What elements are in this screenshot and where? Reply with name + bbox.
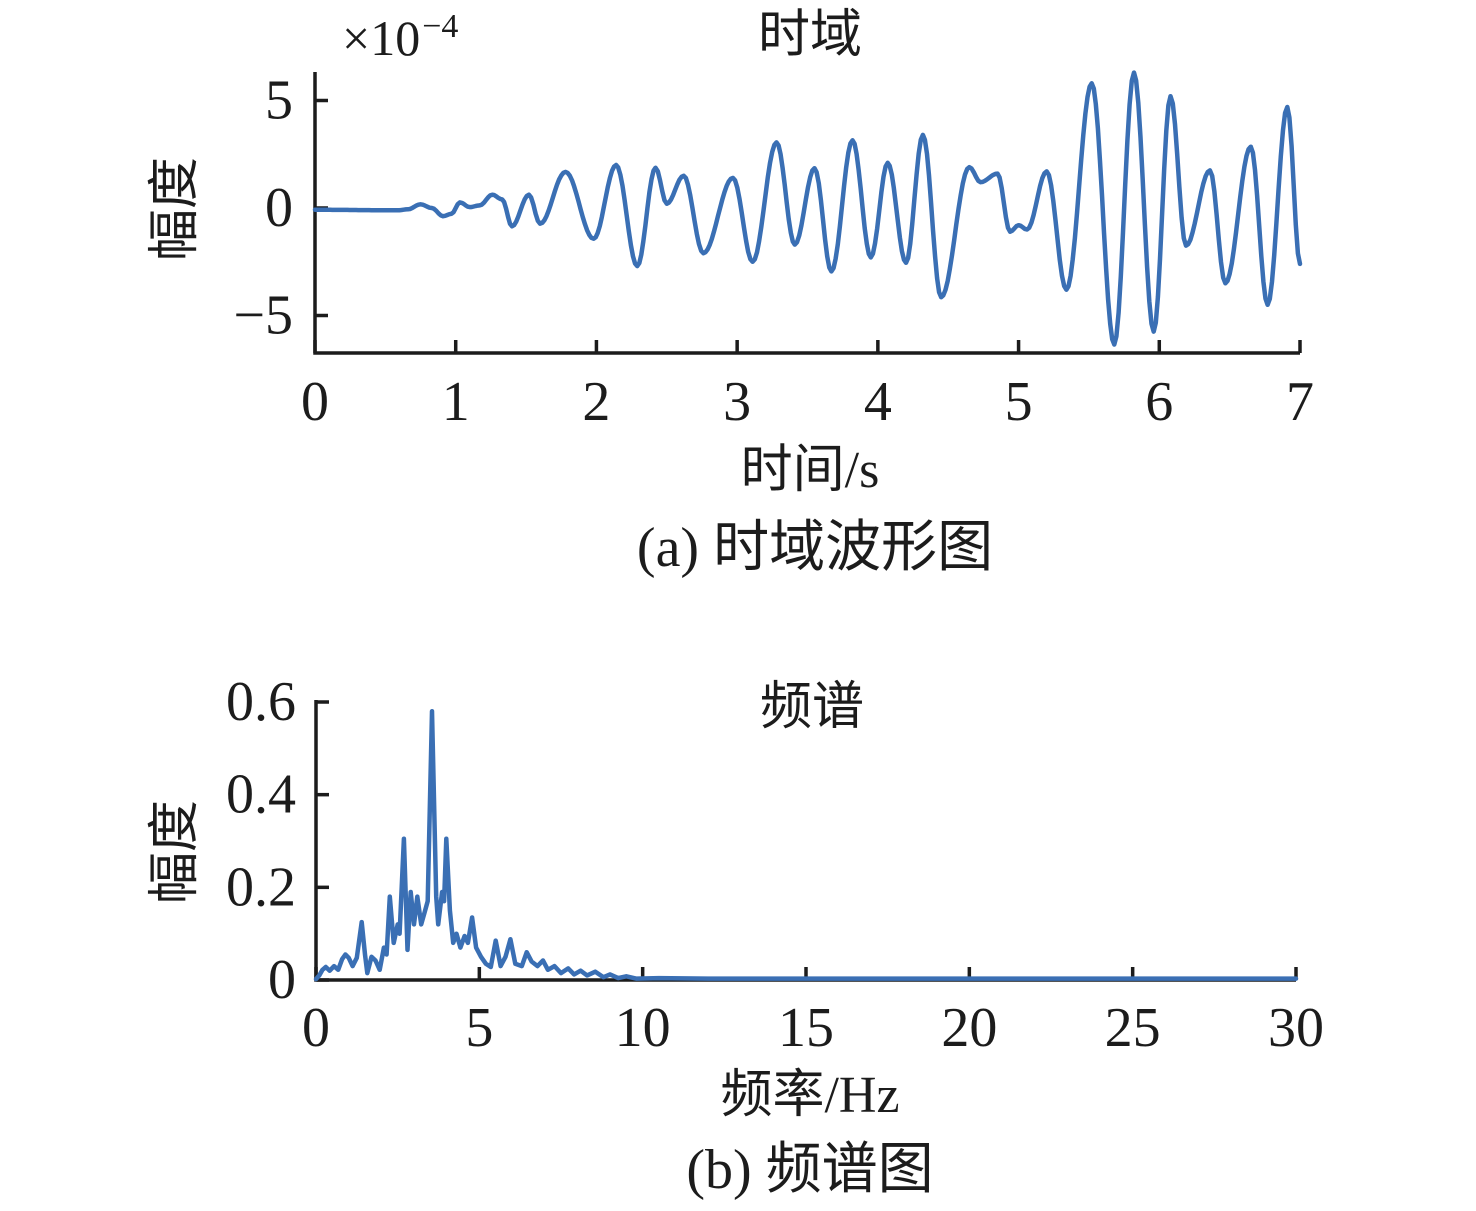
- x-tick-label: 5: [465, 997, 493, 1059]
- spectrum-chart: 0 5 10 15 20 25 30 0.6 0.4 0.2 0 频谱 幅度 频率/Hz (b) …: [147, 671, 1324, 1201]
- time-y-tick-labels: 5 0 −5: [233, 70, 293, 347]
- x-tick-label: 0: [302, 997, 330, 1059]
- time-x-axis-label: 时间/s: [741, 442, 880, 499]
- x-tick-label: 6: [1145, 371, 1173, 433]
- spectrum-x-tick-labels: 0 5 10 15 20 25 30: [302, 997, 1324, 1059]
- x-tick-label: 2: [582, 371, 610, 433]
- y-tick-label: 0.6: [226, 671, 296, 733]
- y-tick-label: 0.2: [226, 856, 296, 918]
- x-tick-label: 25: [1105, 997, 1161, 1059]
- x-tick-label: 7: [1286, 371, 1314, 433]
- spectrum-chart-title: 频谱: [760, 679, 864, 736]
- time-y-offset-label: ×10−4: [342, 8, 458, 66]
- x-tick-label: 15: [778, 997, 834, 1059]
- spectrum-chart-caption: (b) 频谱图: [686, 1139, 933, 1201]
- x-tick-label: 5: [1005, 371, 1033, 433]
- time-series-line: [312, 70, 1303, 347]
- spectrum-y-axis-label: 幅度: [147, 800, 204, 904]
- y-tick-label: 0: [268, 949, 296, 1011]
- x-tick-label: 3: [723, 371, 751, 433]
- x-tick-label: 20: [941, 997, 997, 1059]
- spectrum-y-ticks: [316, 700, 329, 982]
- y-tick-label: −5: [233, 285, 293, 347]
- time-chart-title: 时域: [758, 7, 862, 64]
- spectrum-y-tick-labels: 0.6 0.4 0.2 0: [226, 671, 296, 1011]
- spectrum-series-line: [313, 709, 1299, 982]
- time-x-ticks: [313, 340, 1302, 353]
- x-tick-label: 30: [1268, 997, 1324, 1059]
- time-x-tick-labels: 0 1 2 3 4 5 6 7: [301, 371, 1314, 433]
- x-tick-label: 4: [864, 371, 892, 433]
- x-tick-label: 10: [615, 997, 671, 1059]
- y-tick-label: 0.4: [226, 764, 296, 826]
- x-tick-label: 0: [301, 371, 329, 433]
- time-chart-caption: (a) 时域波形图: [637, 517, 993, 579]
- time-y-axis-label: 幅度: [147, 157, 204, 261]
- y-tick-label: 5: [265, 70, 293, 132]
- spectrum-x-axis-label: 频率/Hz: [720, 1067, 899, 1124]
- x-tick-label: 1: [442, 371, 470, 433]
- y-tick-label: 0: [265, 177, 293, 239]
